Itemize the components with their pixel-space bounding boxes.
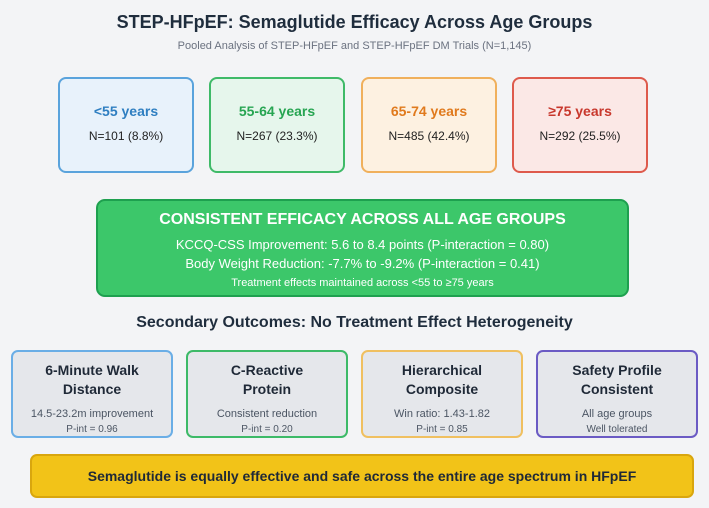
banner-weight-line: Body Weight Reduction: -7.7% to -9.2% (P… — [185, 256, 540, 271]
outcome-title-line2: Protein — [242, 381, 292, 397]
secondary-outcomes-title: Secondary Outcomes: No Treatment Effect … — [136, 314, 573, 331]
outcome-detail: All age groups — [581, 408, 653, 420]
consistent-efficacy-banner: CONSISTENT EFFICACY ACROSS ALL AGE GROUP… — [96, 199, 629, 297]
conclusion-footer: Semaglutide is equally effective and saf… — [30, 454, 694, 498]
age-count: N=101 (8.8%) — [88, 129, 164, 143]
outcome-title-line1: C-Reactive — [230, 362, 304, 378]
outcome-title-line1: Safety Profile — [572, 362, 662, 378]
age-card-55-64: 55-64 years N=267 (23.3%) — [209, 77, 345, 173]
age-card-under-55: <55 years N=101 (8.8%) — [58, 77, 194, 173]
outcome-title-line1: Hierarchical — [401, 362, 483, 378]
banner-note: Treatment effects maintained across <55 … — [231, 277, 494, 289]
outcome-p-value: Well tolerated — [586, 424, 648, 435]
banner-kccq-line: KCCQ-CSS Improvement: 5.6 to 8.4 points … — [175, 237, 550, 252]
age-label: 55-64 years — [238, 103, 316, 119]
outcome-card-safety: Safety Profile Consistent All age groups… — [536, 350, 698, 438]
outcome-card-6mwd: 6-Minute Walk Distance 14.5-23.2m improv… — [11, 350, 173, 438]
page-title: STEP-HFpEF: Semaglutide Efficacy Across … — [116, 12, 593, 32]
outcome-title-line2: Consistent — [580, 381, 654, 397]
outcome-detail: Consistent reduction — [216, 408, 318, 420]
outcome-card-crp: C-Reactive Protein Consistent reduction … — [186, 350, 348, 438]
page-subtitle: Pooled Analysis of STEP-HFpEF and STEP-H… — [177, 40, 532, 52]
outcome-title-line2: Composite — [405, 381, 479, 397]
age-label: ≥75 years — [548, 103, 612, 119]
outcome-detail: 14.5-23.2m improvement — [30, 408, 154, 420]
outcome-title-line1: 6-Minute Walk — [45, 362, 139, 378]
age-count: N=292 (25.5%) — [539, 129, 621, 143]
age-card-75-plus: ≥75 years N=292 (25.5%) — [512, 77, 648, 173]
age-label: <55 years — [93, 103, 159, 119]
age-card-65-74: 65-74 years N=485 (42.4%) — [361, 77, 497, 173]
age-count: N=267 (23.3%) — [236, 129, 318, 143]
outcome-card-hierarchical: Hierarchical Composite Win ratio: 1.43-1… — [361, 350, 523, 438]
banner-heading: CONSISTENT EFFICACY ACROSS ALL AGE GROUP… — [159, 211, 566, 228]
outcome-p-value: P-int = 0.20 — [241, 424, 293, 435]
outcome-p-value: P-int = 0.85 — [416, 424, 468, 435]
age-count: N=485 (42.4%) — [388, 129, 470, 143]
age-label: 65-74 years — [390, 103, 468, 119]
outcome-title-line2: Distance — [62, 381, 122, 397]
outcome-p-value: P-int = 0.96 — [66, 424, 118, 435]
outcome-detail: Win ratio: 1.43-1.82 — [394, 408, 490, 420]
